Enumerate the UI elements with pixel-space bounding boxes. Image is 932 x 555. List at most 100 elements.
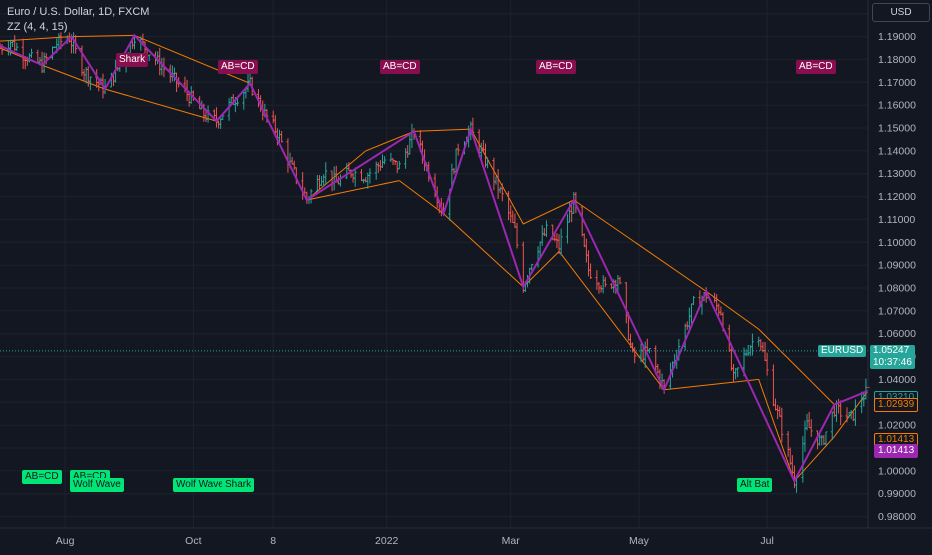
- ohlc-bar: [530, 263, 534, 271]
- ohlc-bar: [845, 407, 849, 423]
- symbol-title[interactable]: Euro / U.S. Dollar, 1D, FXCM: [7, 6, 150, 18]
- ohlc-bar: [639, 343, 643, 363]
- bar-countdown: 10:37:46: [873, 357, 912, 368]
- ohlc-bar: [595, 270, 599, 291]
- ohlc-bar: [15, 42, 19, 51]
- indicator-title[interactable]: ZZ (4, 4, 15): [7, 21, 68, 33]
- ohlc-bar: [830, 411, 834, 440]
- ohlc-bar: [647, 348, 651, 354]
- current-price-tag: 1.05247 10:37:46: [870, 345, 915, 369]
- ohlc-bar: [36, 49, 40, 64]
- ohlc-bar: [406, 145, 410, 158]
- ohlc-bar: [315, 175, 319, 192]
- ohlc-bar: [820, 434, 824, 446]
- pattern-label-bottom: Alt Bat: [737, 478, 773, 492]
- ohlc-bar: [471, 117, 475, 133]
- candlesticks: [0, 32, 870, 493]
- ohlc-bar: [206, 105, 210, 123]
- ohlc-bar: [544, 220, 548, 237]
- price-tick-label: 1.13000: [878, 168, 916, 180]
- price-tick-label: 1.16000: [878, 100, 916, 112]
- ohlc-bar: [317, 175, 321, 190]
- channel-line-9: [664, 378, 869, 483]
- ohlc-bar: [515, 222, 519, 249]
- ohlc-bar: [133, 35, 137, 50]
- price-tick-label: 1.10000: [878, 237, 916, 249]
- ohlc-bar: [763, 342, 767, 362]
- price-tick-label: 1.09000: [878, 260, 916, 272]
- price-tick-label: 1.02000: [878, 420, 916, 432]
- ohlc-bar: [771, 364, 775, 407]
- ohlc-bar: [486, 157, 490, 169]
- ohlc-bar: [750, 333, 754, 356]
- ohlc-bar: [483, 143, 487, 168]
- ohlc-bar: [805, 413, 809, 431]
- channel-line-4: [306, 128, 471, 201]
- ohlc-bar: [853, 399, 857, 426]
- time-tick-label: Mar: [502, 535, 521, 547]
- ohlc-bar: [801, 436, 805, 483]
- price-tick-label: 1.06000: [878, 328, 916, 340]
- ohlc-bar: [559, 228, 563, 256]
- ohlc-bar: [271, 110, 275, 124]
- ohlc-bar: [320, 175, 324, 187]
- ohlc-bar: [780, 407, 784, 443]
- ohlc-bar: [30, 48, 34, 58]
- ohlc-bar: [765, 352, 769, 376]
- price-tick-label: 1.00000: [878, 465, 916, 477]
- ohlc-bar: [864, 378, 868, 400]
- channel-line-7: [522, 250, 665, 391]
- channel-line-3: [249, 83, 400, 201]
- current-price-value: 1.05247: [873, 345, 910, 356]
- ohlc-bar: [322, 174, 326, 186]
- ohlc-bar: [21, 38, 25, 69]
- ohlc-bar: [692, 295, 696, 306]
- ohlc-bar: [494, 176, 498, 185]
- ohlc-bar: [498, 186, 502, 194]
- ohlc-bar: [383, 156, 387, 165]
- ohlc-bar: [221, 115, 225, 120]
- chart-legend: Euro / U.S. Dollar, 1D, FXCM ZZ (4, 4, 1…: [7, 5, 149, 35]
- channel-line-1: [0, 47, 217, 122]
- ohlc-bar: [778, 406, 782, 417]
- ohlc-bar: [88, 76, 92, 91]
- ohlc-bar: [280, 131, 284, 143]
- ohlc-bar: [715, 294, 719, 311]
- ohlc-bar: [147, 54, 151, 62]
- pattern-label-top: AB=CD: [536, 60, 576, 74]
- ohlc-bar: [456, 143, 460, 156]
- time-axis[interactable]: Aug Oct 8 2022 Mar May Jul: [0, 527, 932, 547]
- ohlc-bar: [513, 213, 517, 228]
- pattern-label-top: AB=CD: [380, 60, 420, 74]
- ohlc-bar: [717, 303, 721, 316]
- ohlc-bar: [757, 336, 761, 347]
- ohlc-bar: [809, 419, 813, 437]
- ohlc-bar: [359, 169, 363, 182]
- ohlc-bar: [13, 35, 17, 51]
- ohlc-bar: [685, 321, 689, 330]
- ohlc-bar: [586, 250, 590, 277]
- price-tick-label: 0.98000: [878, 511, 916, 523]
- ohlc-bar: [511, 210, 515, 224]
- pattern-label-bottom: Wolf Wave: [70, 478, 124, 492]
- ohlc-bar: [618, 276, 622, 285]
- ohlc-bar: [242, 90, 246, 110]
- zigzag-line: [0, 33, 869, 484]
- ohlc-bar: [378, 160, 382, 171]
- ohlc-bar: [374, 161, 378, 180]
- price-tick-label: 1.18000: [878, 54, 916, 66]
- price-tick-label: 1.04000: [878, 374, 916, 386]
- ohlc-bar: [500, 183, 504, 202]
- ohlc-bar: [381, 154, 385, 168]
- pattern-label-bottom: Wolf Wave: [173, 478, 227, 492]
- price-tick-label: 1.17000: [878, 77, 916, 89]
- ohlc-bar: [689, 303, 693, 324]
- time-tick-label: 2022: [375, 535, 399, 547]
- ohlc-bar: [368, 168, 372, 184]
- ohlc-bar: [376, 162, 380, 173]
- price-tick-label: 1.19000: [878, 31, 916, 43]
- ohlc-bar: [324, 162, 328, 186]
- currency-button[interactable]: USD: [872, 3, 930, 22]
